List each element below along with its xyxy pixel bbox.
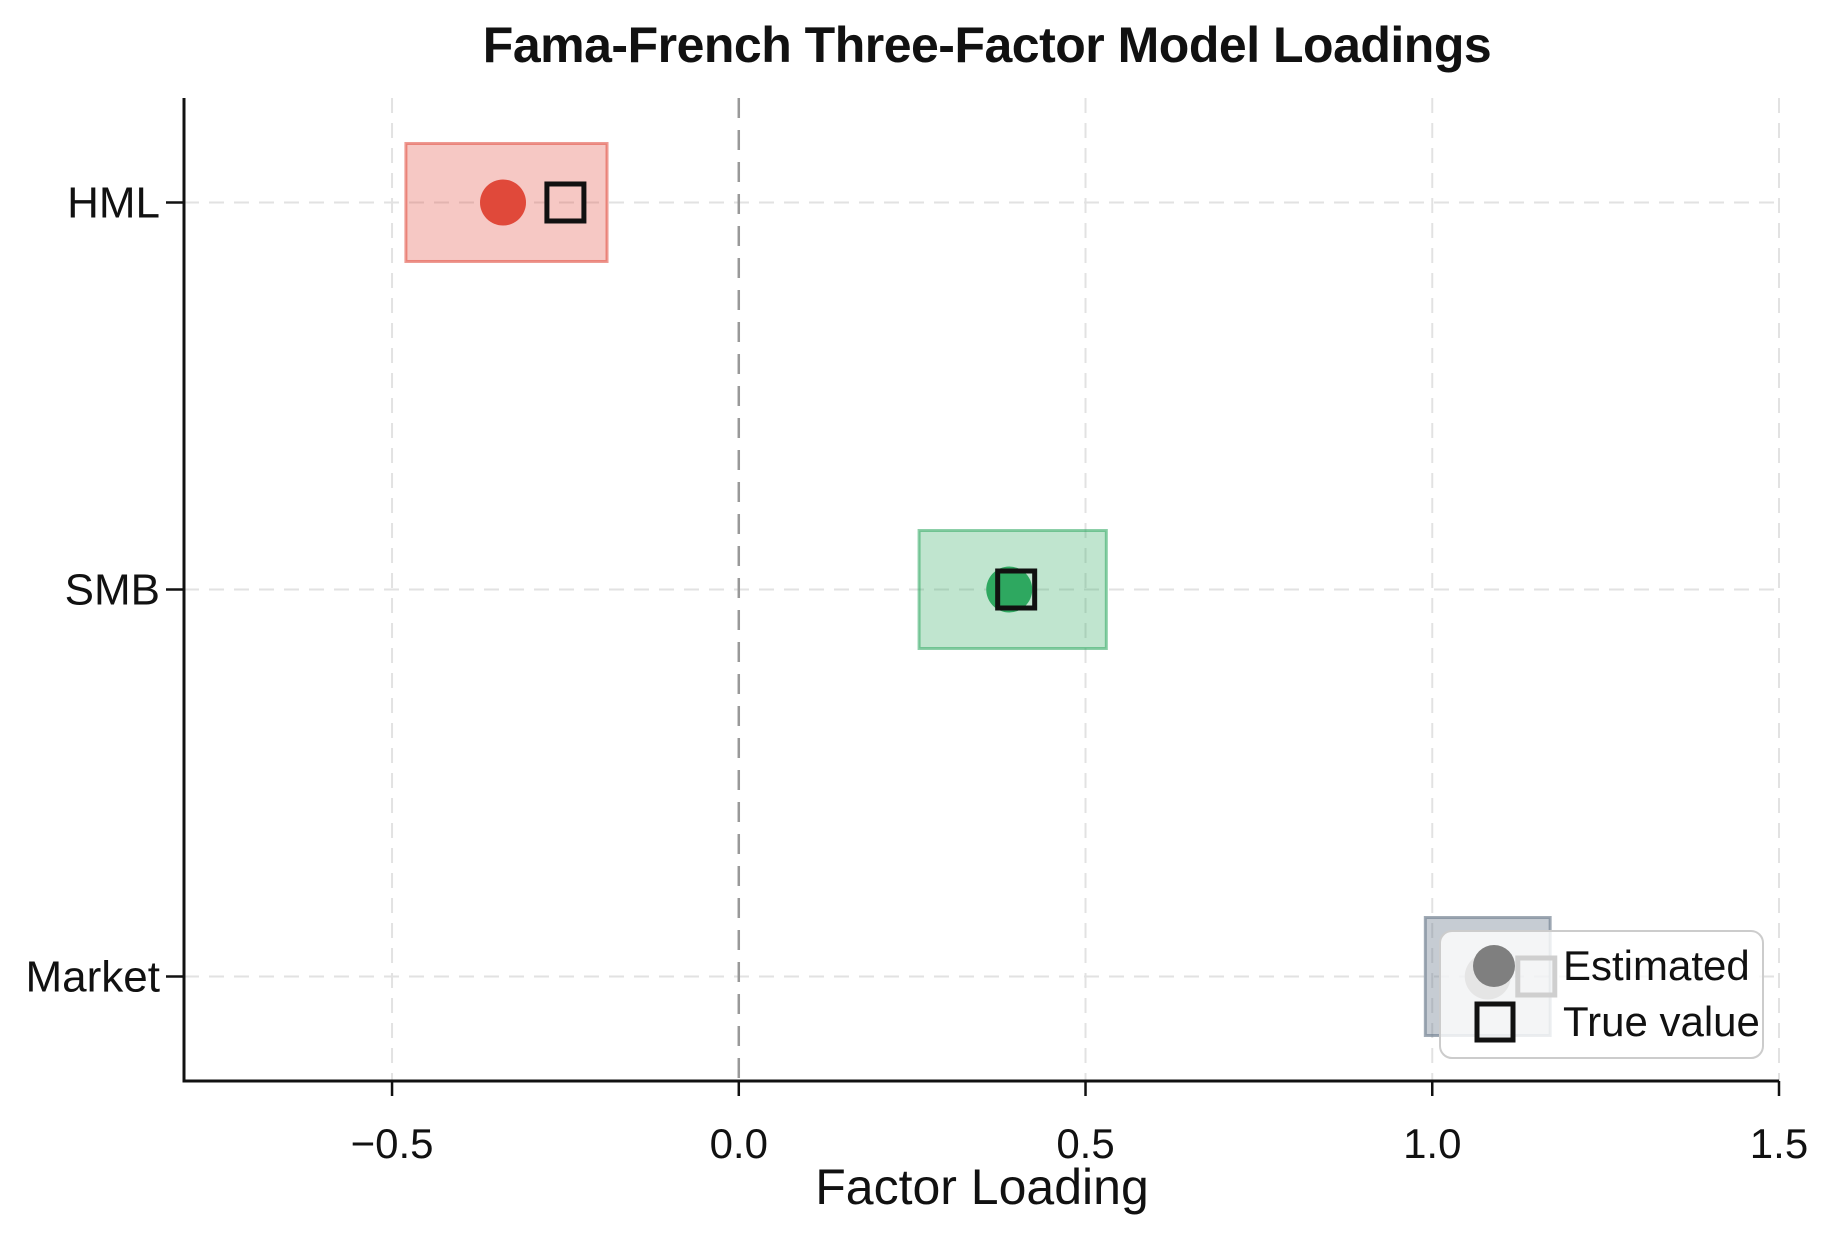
legend-label-estimated: Estimated — [1563, 942, 1750, 989]
x-tick-label-1.0: 1.0 — [1403, 1120, 1461, 1167]
x-tick-label-−0.5: −0.5 — [351, 1120, 434, 1167]
estimated-dot-HML — [480, 179, 526, 226]
true-value-marker-HML — [544, 181, 587, 224]
legend-frame — [1439, 930, 1764, 1059]
y-axis-label-HML: HML — [67, 178, 160, 227]
estimated-legend-marker-icon — [1473, 945, 1515, 987]
legend: Estimated True value — [1439, 930, 1764, 1059]
x-tick-label-1.5: 1.5 — [1750, 1120, 1808, 1167]
y-axis-label-Market: Market — [26, 953, 160, 1002]
x-tick-label-0.5: 0.5 — [1056, 1120, 1114, 1167]
x-axis-title: Factor Loading — [815, 1159, 1149, 1215]
true-value-marker-SMB — [995, 568, 1038, 611]
true-value-legend-marker-icon — [1474, 1001, 1516, 1043]
y-axis-label-SMB: SMB — [65, 566, 160, 615]
chart-title: Fama-French Three-Factor Model Loadings — [483, 17, 1491, 73]
x-tick-label-0.0: 0.0 — [710, 1120, 768, 1167]
legend-label-true-value: True value — [1563, 998, 1760, 1045]
